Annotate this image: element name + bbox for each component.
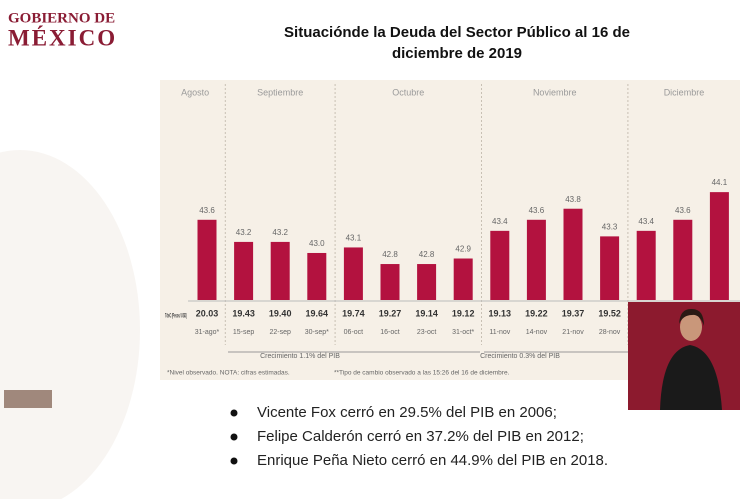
month-label: Agosto [181, 87, 209, 97]
exchange-rate: 19.74 [342, 308, 365, 318]
person-body [660, 345, 722, 410]
value-label: 43.6 [675, 206, 691, 215]
exchange-rate: 20.03 [196, 308, 219, 318]
chart-title: Situaciónde la Deuda del Sector Público … [284, 24, 630, 41]
exchange-rate: 19.27 [379, 308, 402, 318]
bullet-text: Enrique Peña Nieto cerró en 44.9% del PI… [257, 452, 608, 469]
bar [673, 219, 693, 300]
annotation: **Tipo de cambio observado a las 15:26 d… [334, 370, 510, 377]
value-label: 43.3 [602, 222, 618, 231]
exchange-rate: 19.40 [269, 308, 292, 318]
bar [270, 241, 290, 300]
value-label: 42.9 [455, 245, 471, 254]
exchange-rate: 19.12 [452, 308, 475, 318]
annotation: Crecimiento 1.1% del PIB [260, 353, 340, 360]
exchange-rate: 19.22 [525, 308, 548, 318]
bar [636, 230, 656, 300]
x-tick-label: 06-oct [344, 329, 364, 336]
exchange-rate: 19.52 [598, 308, 621, 318]
exchange-rate: 19.43 [232, 308, 255, 318]
month-label: Septiembre [257, 87, 303, 97]
x-tick-label: 28-nov [599, 329, 621, 336]
x-tick-label: 22-sep [269, 329, 291, 336]
bar [197, 219, 217, 300]
bar [600, 236, 620, 300]
value-label: 42.8 [419, 250, 435, 259]
row-label: TdeC (Pesos/ USD) [165, 314, 187, 320]
bar [417, 264, 437, 300]
annotation: Crecimiento 0.3% del PIB [480, 353, 560, 360]
value-label: 42.8 [382, 250, 398, 259]
exchange-rate: 19.64 [306, 308, 329, 318]
bar [563, 208, 583, 300]
bullet-text: Vicente Fox cerró en 29.5% del PIB en 20… [257, 404, 557, 421]
bar [343, 247, 363, 300]
value-label: 44.1 [712, 178, 728, 187]
background-pattern [0, 150, 140, 499]
x-tick-label: 11-nov [489, 329, 510, 336]
x-tick-label: 14-nov [526, 329, 548, 336]
exchange-rate: 19.37 [562, 308, 585, 318]
value-label: 43.1 [346, 234, 362, 243]
exchange-rate: 19.14 [415, 308, 438, 318]
bar [234, 241, 254, 300]
value-label: 43.2 [272, 228, 288, 237]
logo: GOBIERNO DE MÉXICO [8, 10, 117, 50]
bar [453, 258, 473, 300]
bar [709, 192, 729, 300]
bar [490, 230, 510, 300]
x-tick-label: 23-oct [417, 329, 437, 336]
bullet [230, 409, 238, 417]
logo-text: GOBIERNO DE [8, 10, 115, 26]
exchange-rate: 19.13 [489, 308, 512, 318]
bullet [230, 457, 238, 465]
interpreter-video [628, 302, 740, 410]
value-label: 43.2 [236, 228, 252, 237]
person-head [680, 313, 702, 341]
bar [307, 252, 327, 300]
month-label: Diciembre [664, 87, 705, 97]
logo-text: MÉXICO [8, 25, 117, 50]
x-tick-label: 30-sep* [305, 329, 329, 336]
month-label: Octubre [392, 87, 424, 97]
bar [380, 264, 400, 300]
value-label: 43.6 [529, 206, 545, 215]
bar [526, 219, 546, 300]
month-label: Noviembre [533, 87, 577, 97]
bullet [230, 433, 238, 441]
bullet-list: Vicente Fox cerró en 29.5% del PIB en 20… [230, 404, 608, 469]
value-label: 43.4 [492, 217, 508, 226]
chart-title: diciembre de 2019 [392, 45, 522, 62]
value-label: 43.6 [199, 206, 215, 215]
side-figures [4, 390, 52, 408]
bullet-text: Felipe Calderón cerró en 37.2% del PIB e… [257, 428, 584, 445]
x-tick-label: 15-sep [233, 329, 255, 336]
value-label: 43.4 [638, 217, 654, 226]
chart: Agosto Septiembre Octubre Noviembre Diciembr… [165, 84, 740, 377]
x-tick-label: 31-oct* [452, 329, 474, 336]
value-label: 43.0 [309, 239, 325, 248]
x-tick-label: 21-nov [562, 329, 584, 336]
figures-icon [4, 390, 52, 408]
value-label: 43.8 [565, 195, 581, 204]
x-tick-label: 16-oct [380, 329, 400, 336]
person-hair [679, 308, 704, 326]
annotation: *Nivel observado. NOTA: cifras estimadas… [167, 370, 290, 377]
x-tick-label: 31-ago* [195, 329, 220, 336]
